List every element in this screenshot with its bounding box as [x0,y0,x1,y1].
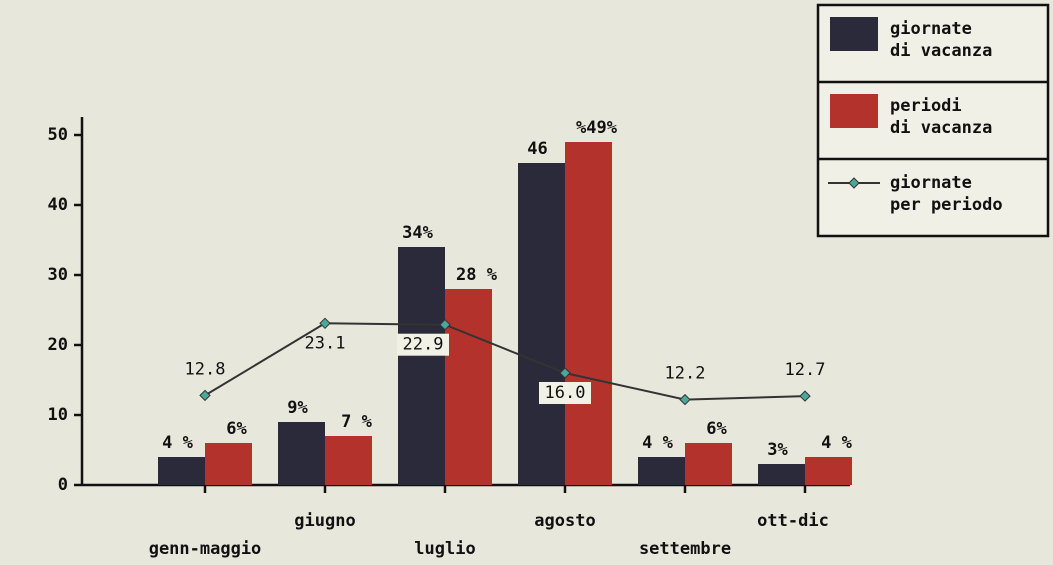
bar-value-label: 34% [402,223,433,243]
legend-label: periodi di vacanza [890,96,992,138]
bar [278,422,325,485]
bar [565,142,612,485]
bar-value-label: 6% [706,419,727,439]
line [204,322,806,401]
line-value-label: 12.7 [785,360,826,380]
bar [325,436,372,485]
line-marker [679,393,691,406]
line-marker [319,317,331,330]
line-label-box [539,382,591,404]
y-tick-label: 50 [48,125,68,145]
legend-swatch [830,17,878,51]
line-marker [199,389,211,402]
x-tick-label: ott-dic [757,511,829,531]
bar [685,443,732,485]
line-marker [799,390,811,402]
x-tick-label: giugno [294,511,355,531]
bar [158,457,205,485]
bar-value-label: 6% [226,419,247,439]
bar-value-label: 3% [767,440,788,460]
line-value-label: 23.1 [305,333,346,353]
line-value-label: 22.9 [403,335,444,355]
bar-value-label: 4 % [162,433,193,453]
y-tick-label: 40 [48,195,68,215]
line-value-label: 16.0 [545,383,586,403]
y-tick-label: 0 [58,475,68,495]
bar-value-label: 28 % [456,265,498,285]
line-value-label: 12.2 [665,364,706,384]
line-marker [559,367,571,379]
bar [638,457,685,485]
bar-value-label: %49% [576,118,618,138]
bar-value-label: 4 % [642,433,673,453]
bar-value-label: 9% [287,398,308,418]
line-marker [439,318,451,331]
legend-swatch [830,94,878,128]
x-tick-label: agosto [534,511,595,531]
bar [805,457,852,485]
legend-label: giornate di vacanza [890,19,992,61]
y-tick-label: 30 [48,265,68,285]
x-tick-label: luglio [414,539,475,559]
bar-value-label: 7 % [341,412,372,432]
line-value-label: 12.8 [185,359,226,379]
legend-label: giornate per periodo [890,173,1003,215]
bar [758,464,805,485]
bar [445,289,492,485]
bar [398,247,445,485]
line-label-box [397,333,449,356]
bar-value-label: 4 % [821,433,852,453]
x-tick-label: genn-maggio [149,539,262,559]
bar-value-label: 46 [527,139,547,159]
y-tick-label: 20 [48,335,68,355]
y-tick-label: 10 [48,405,68,425]
legend-marker [848,177,860,189]
bar [205,443,252,485]
x-tick-label: settembre [639,539,731,559]
bar [518,163,565,485]
